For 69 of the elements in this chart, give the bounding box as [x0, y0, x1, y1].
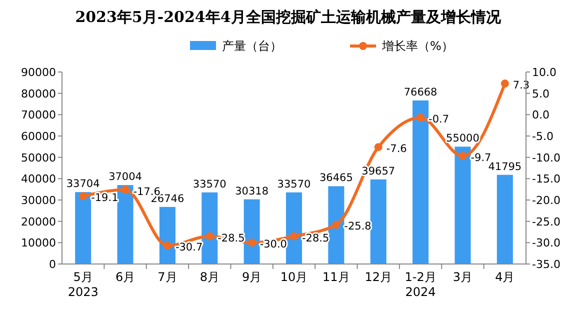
y-tick-label: 70000 [21, 108, 56, 122]
x-tick-label: 7月 [158, 270, 178, 284]
bar [202, 192, 218, 264]
y2-tick-label: -35.0 [532, 258, 560, 271]
x-tick-label: 6月 [115, 270, 136, 284]
legend-label: 增长率（%） [381, 39, 454, 53]
data-label: 37004 [108, 171, 142, 184]
bar [412, 100, 429, 264]
y-tick-label: 40000 [21, 172, 56, 186]
bar [328, 186, 344, 264]
y-tick-label: 0 [49, 258, 56, 271]
point [500, 80, 509, 88]
data-label: 55000 [446, 132, 480, 145]
y2-tick-label: 0.0 [532, 108, 550, 122]
y2-tick-label: -5.0 [532, 130, 554, 143]
bar [370, 179, 386, 264]
x-tick-label: 12月 [364, 270, 392, 284]
y2-tick-label: 10.0 [532, 66, 556, 79]
y-tick-label: 20000 [21, 215, 56, 228]
bar [117, 185, 134, 264]
bar [496, 174, 513, 264]
data-label: 33570 [277, 178, 311, 190]
data-label: -7.6 [386, 143, 408, 156]
y2-tick-label: -15.0 [532, 172, 560, 186]
point [79, 192, 88, 200]
point [121, 186, 130, 194]
y-tick-label: 10000 [21, 236, 56, 250]
legend-label: 产量（台） [222, 39, 282, 53]
y-tick-label: 60000 [21, 130, 56, 143]
point [206, 232, 214, 240]
data-label: -0.7 [428, 114, 450, 126]
data-label: -19.1 [91, 192, 118, 204]
bar [244, 199, 260, 264]
point [416, 114, 425, 122]
data-label: 30318 [235, 185, 269, 198]
point [332, 220, 340, 229]
y-tick-label: 30000 [21, 194, 56, 207]
y2-tick-label: -10.0 [532, 151, 560, 164]
y2-tick-label: -30.0 [532, 236, 560, 250]
y2-tick-label: -20.0 [532, 194, 560, 207]
bar [159, 206, 176, 264]
y-tick-label: 90000 [21, 66, 56, 79]
data-label: -25.8 [344, 220, 372, 233]
x-tick-label: 4月 [495, 270, 515, 284]
data-label: 33570 [192, 178, 226, 190]
chart-title: 2023年5月-2024年4月全国挖掘矿土运输机械产量及增长情况 [75, 8, 502, 26]
y2-tick-label: 5.0 [532, 87, 550, 100]
point [163, 242, 172, 250]
point [374, 143, 382, 152]
data-label: 76668 [404, 86, 438, 98]
data-label: -28.5 [302, 232, 330, 244]
x-tick-label: 11月 [322, 270, 350, 284]
y-tick-label: 80000 [21, 87, 56, 100]
point [290, 232, 298, 240]
x-tick-label: 8月 [200, 270, 220, 284]
point [248, 238, 256, 247]
y2-tick-label: -25.0 [532, 215, 560, 228]
x-tick-label: 9月 [242, 270, 262, 284]
x-tick-label: 3月 [452, 270, 473, 284]
data-label: 36465 [319, 172, 353, 184]
x-tick-label: 10月 [280, 270, 308, 284]
x-tick-label: 5月 2023 [68, 270, 98, 299]
x-tick-label: 1-2月 2024 [404, 270, 436, 299]
bar [286, 192, 302, 264]
y-tick-label: 50000 [21, 151, 56, 164]
point [458, 152, 467, 160]
data-label: 33704 [66, 178, 100, 190]
bar [454, 146, 471, 264]
bar [75, 192, 92, 264]
